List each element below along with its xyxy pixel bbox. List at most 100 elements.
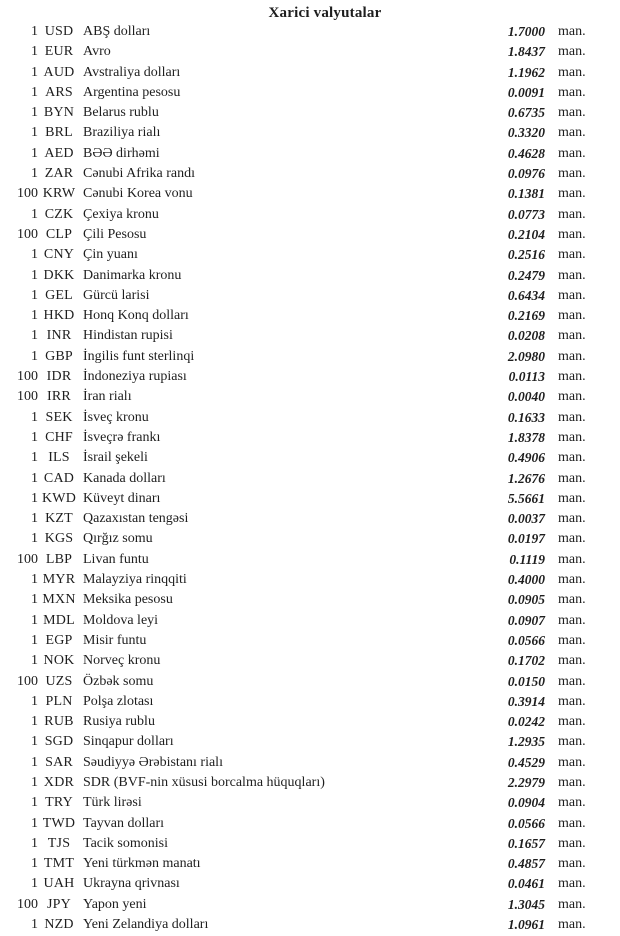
unit-cell: man. — [558, 917, 586, 933]
rate-cell: 0.0904 — [507, 795, 545, 811]
quantity-cell: 100 — [17, 389, 38, 405]
quantity-cell: 100 — [17, 186, 38, 202]
rate-cell: 0.2104 — [507, 226, 545, 242]
quantity-cell: 1 — [31, 856, 38, 872]
currency-name-cell: Meksika pesosu — [83, 592, 173, 608]
rate-cell: 0.2169 — [507, 308, 545, 324]
unit-cell: man. — [558, 287, 586, 303]
currency-row: 1 CHF İsveçrə frankı 1.8378 man. — [0, 428, 620, 448]
currency-row: 1 TWD Tayvan dolları 0.0566 man. — [0, 814, 620, 834]
currency-name-cell: SDR (BVF-nin xüsusi borcalma hüquqları) — [83, 774, 325, 790]
currency-name-cell: Braziliya rialı — [83, 125, 161, 141]
currency-row: 1 KGS Qırğız somu 0.0197 man. — [0, 529, 620, 549]
currency-row: 1 CNY Çin yuanı 0.2516 man. — [0, 245, 620, 265]
quantity-cell: 1 — [31, 734, 38, 750]
currency-row: 100 IDR İndoneziya rupiası 0.0113 man. — [0, 367, 620, 387]
currency-name-cell: Yeni Zelandiya dolları — [83, 917, 209, 933]
currency-code-cell: NZD — [44, 917, 74, 933]
rate-cell: 0.0197 — [507, 531, 545, 547]
quantity-cell: 1 — [31, 328, 38, 344]
unit-cell: man. — [558, 632, 586, 648]
currency-row: 1 RUB Rusiya rublu 0.0242 man. — [0, 712, 620, 732]
currency-row: 100 JPY Yapon yeni 1.3045 man. — [0, 895, 620, 915]
unit-cell: man. — [558, 125, 586, 141]
currency-code-cell: HKD — [43, 308, 75, 324]
unit-cell: man. — [558, 44, 586, 60]
rate-cell: 0.2516 — [507, 247, 545, 263]
currency-code-cell: ARS — [45, 84, 73, 100]
currency-code-cell: CAD — [43, 470, 75, 486]
quantity-cell: 1 — [31, 287, 38, 303]
currency-name-cell: İndoneziya rupiası — [83, 369, 187, 385]
currency-row: 100 IRR İran rialı 0.0040 man. — [0, 387, 620, 407]
quantity-cell: 1 — [31, 308, 38, 324]
unit-cell: man. — [558, 835, 586, 851]
quantity-cell: 100 — [17, 896, 38, 912]
quantity-cell: 100 — [17, 226, 38, 242]
quantity-cell: 1 — [31, 572, 38, 588]
quantity-cell: 1 — [31, 917, 38, 933]
currency-code-cell: TJS — [47, 835, 71, 851]
quantity-cell: 1 — [31, 450, 38, 466]
currency-name-cell: Tacik somonisi — [83, 835, 168, 851]
quantity-cell: 1 — [31, 64, 38, 80]
unit-cell: man. — [558, 429, 586, 445]
unit-cell: man. — [558, 226, 586, 242]
currency-row: 1 UAH Ukrayna qrivnası 0.0461 man. — [0, 874, 620, 894]
rate-cell: 0.1633 — [507, 409, 545, 425]
currency-code-cell: JPY — [47, 896, 71, 912]
unit-cell: man. — [558, 267, 586, 283]
currency-code-cell: KZT — [45, 511, 73, 527]
rate-cell: 1.3045 — [507, 896, 545, 912]
rate-cell: 0.4000 — [507, 572, 545, 588]
quantity-cell: 1 — [31, 592, 38, 608]
quantity-cell: 1 — [31, 653, 38, 669]
quantity-cell: 1 — [31, 490, 38, 506]
quantity-cell: 1 — [31, 429, 38, 445]
rate-cell: 0.4857 — [507, 856, 545, 872]
currency-row: 1 SGD Sinqapur dolları 1.2935 man. — [0, 732, 620, 752]
unit-cell: man. — [558, 84, 586, 100]
currency-code-cell: DKK — [43, 267, 75, 283]
unit-cell: man. — [558, 551, 586, 567]
quantity-cell: 1 — [31, 876, 38, 892]
currency-name-cell: Cənubi Korea vonu — [83, 186, 193, 202]
rate-cell: 0.0566 — [507, 815, 545, 831]
currency-name-cell: Özbək somu — [83, 673, 154, 689]
unit-cell: man. — [558, 896, 586, 912]
quantity-cell: 1 — [31, 470, 38, 486]
unit-cell: man. — [558, 774, 586, 790]
currency-row: 1 DKK Danimarka kronu 0.2479 man. — [0, 266, 620, 286]
unit-cell: man. — [558, 734, 586, 750]
rate-cell: 5.5661 — [507, 490, 545, 506]
currency-code-cell: BYN — [43, 105, 75, 121]
currency-row: 100 UZS Özbək somu 0.0150 man. — [0, 672, 620, 692]
rate-cell: 1.1962 — [507, 64, 545, 80]
rate-cell: 0.1702 — [507, 653, 545, 669]
rate-cell: 0.0150 — [507, 673, 545, 689]
currency-name-cell: Çili Pesosu — [83, 226, 147, 242]
currency-code-cell: SEK — [45, 409, 73, 425]
currency-row: 1 AUD Avstraliya dolları 1.1962 man. — [0, 63, 620, 83]
currency-name-cell: Yeni türkmən manatı — [83, 856, 201, 872]
currency-row: 1 MDL Moldova leyi 0.0907 man. — [0, 611, 620, 631]
currency-row: 1 USD ABŞ dolları 1.7000 man. — [0, 22, 620, 42]
currency-row: 1 SEK İsveç kronu 0.1633 man. — [0, 408, 620, 428]
currency-name-cell: Qırğız somu — [83, 531, 153, 547]
quantity-cell: 1 — [31, 774, 38, 790]
currency-row: 100 KRW Cənubi Korea vonu 0.1381 man. — [0, 184, 620, 204]
unit-cell: man. — [558, 450, 586, 466]
currency-code-cell: ILS — [48, 450, 70, 466]
unit-cell: man. — [558, 795, 586, 811]
currency-row: 1 TMT Yeni türkmən manatı 0.4857 man. — [0, 854, 620, 874]
rate-cell: 0.4529 — [507, 754, 545, 770]
currency-row: 1 XDR SDR (BVF-nin xüsusi borcalma hüquq… — [0, 773, 620, 793]
unit-cell: man. — [558, 876, 586, 892]
quantity-cell: 1 — [31, 531, 38, 547]
quantity-cell: 1 — [31, 24, 38, 39]
currency-row: 1 TJS Tacik somonisi 0.1657 man. — [0, 834, 620, 854]
currency-name-cell: Tayvan dolları — [83, 815, 165, 831]
rate-cell: 0.6434 — [507, 287, 545, 303]
currency-row: 1 CZK Çexiya kronu 0.0773 man. — [0, 205, 620, 225]
currency-name-cell: BƏƏ dirhəmi — [83, 145, 160, 161]
